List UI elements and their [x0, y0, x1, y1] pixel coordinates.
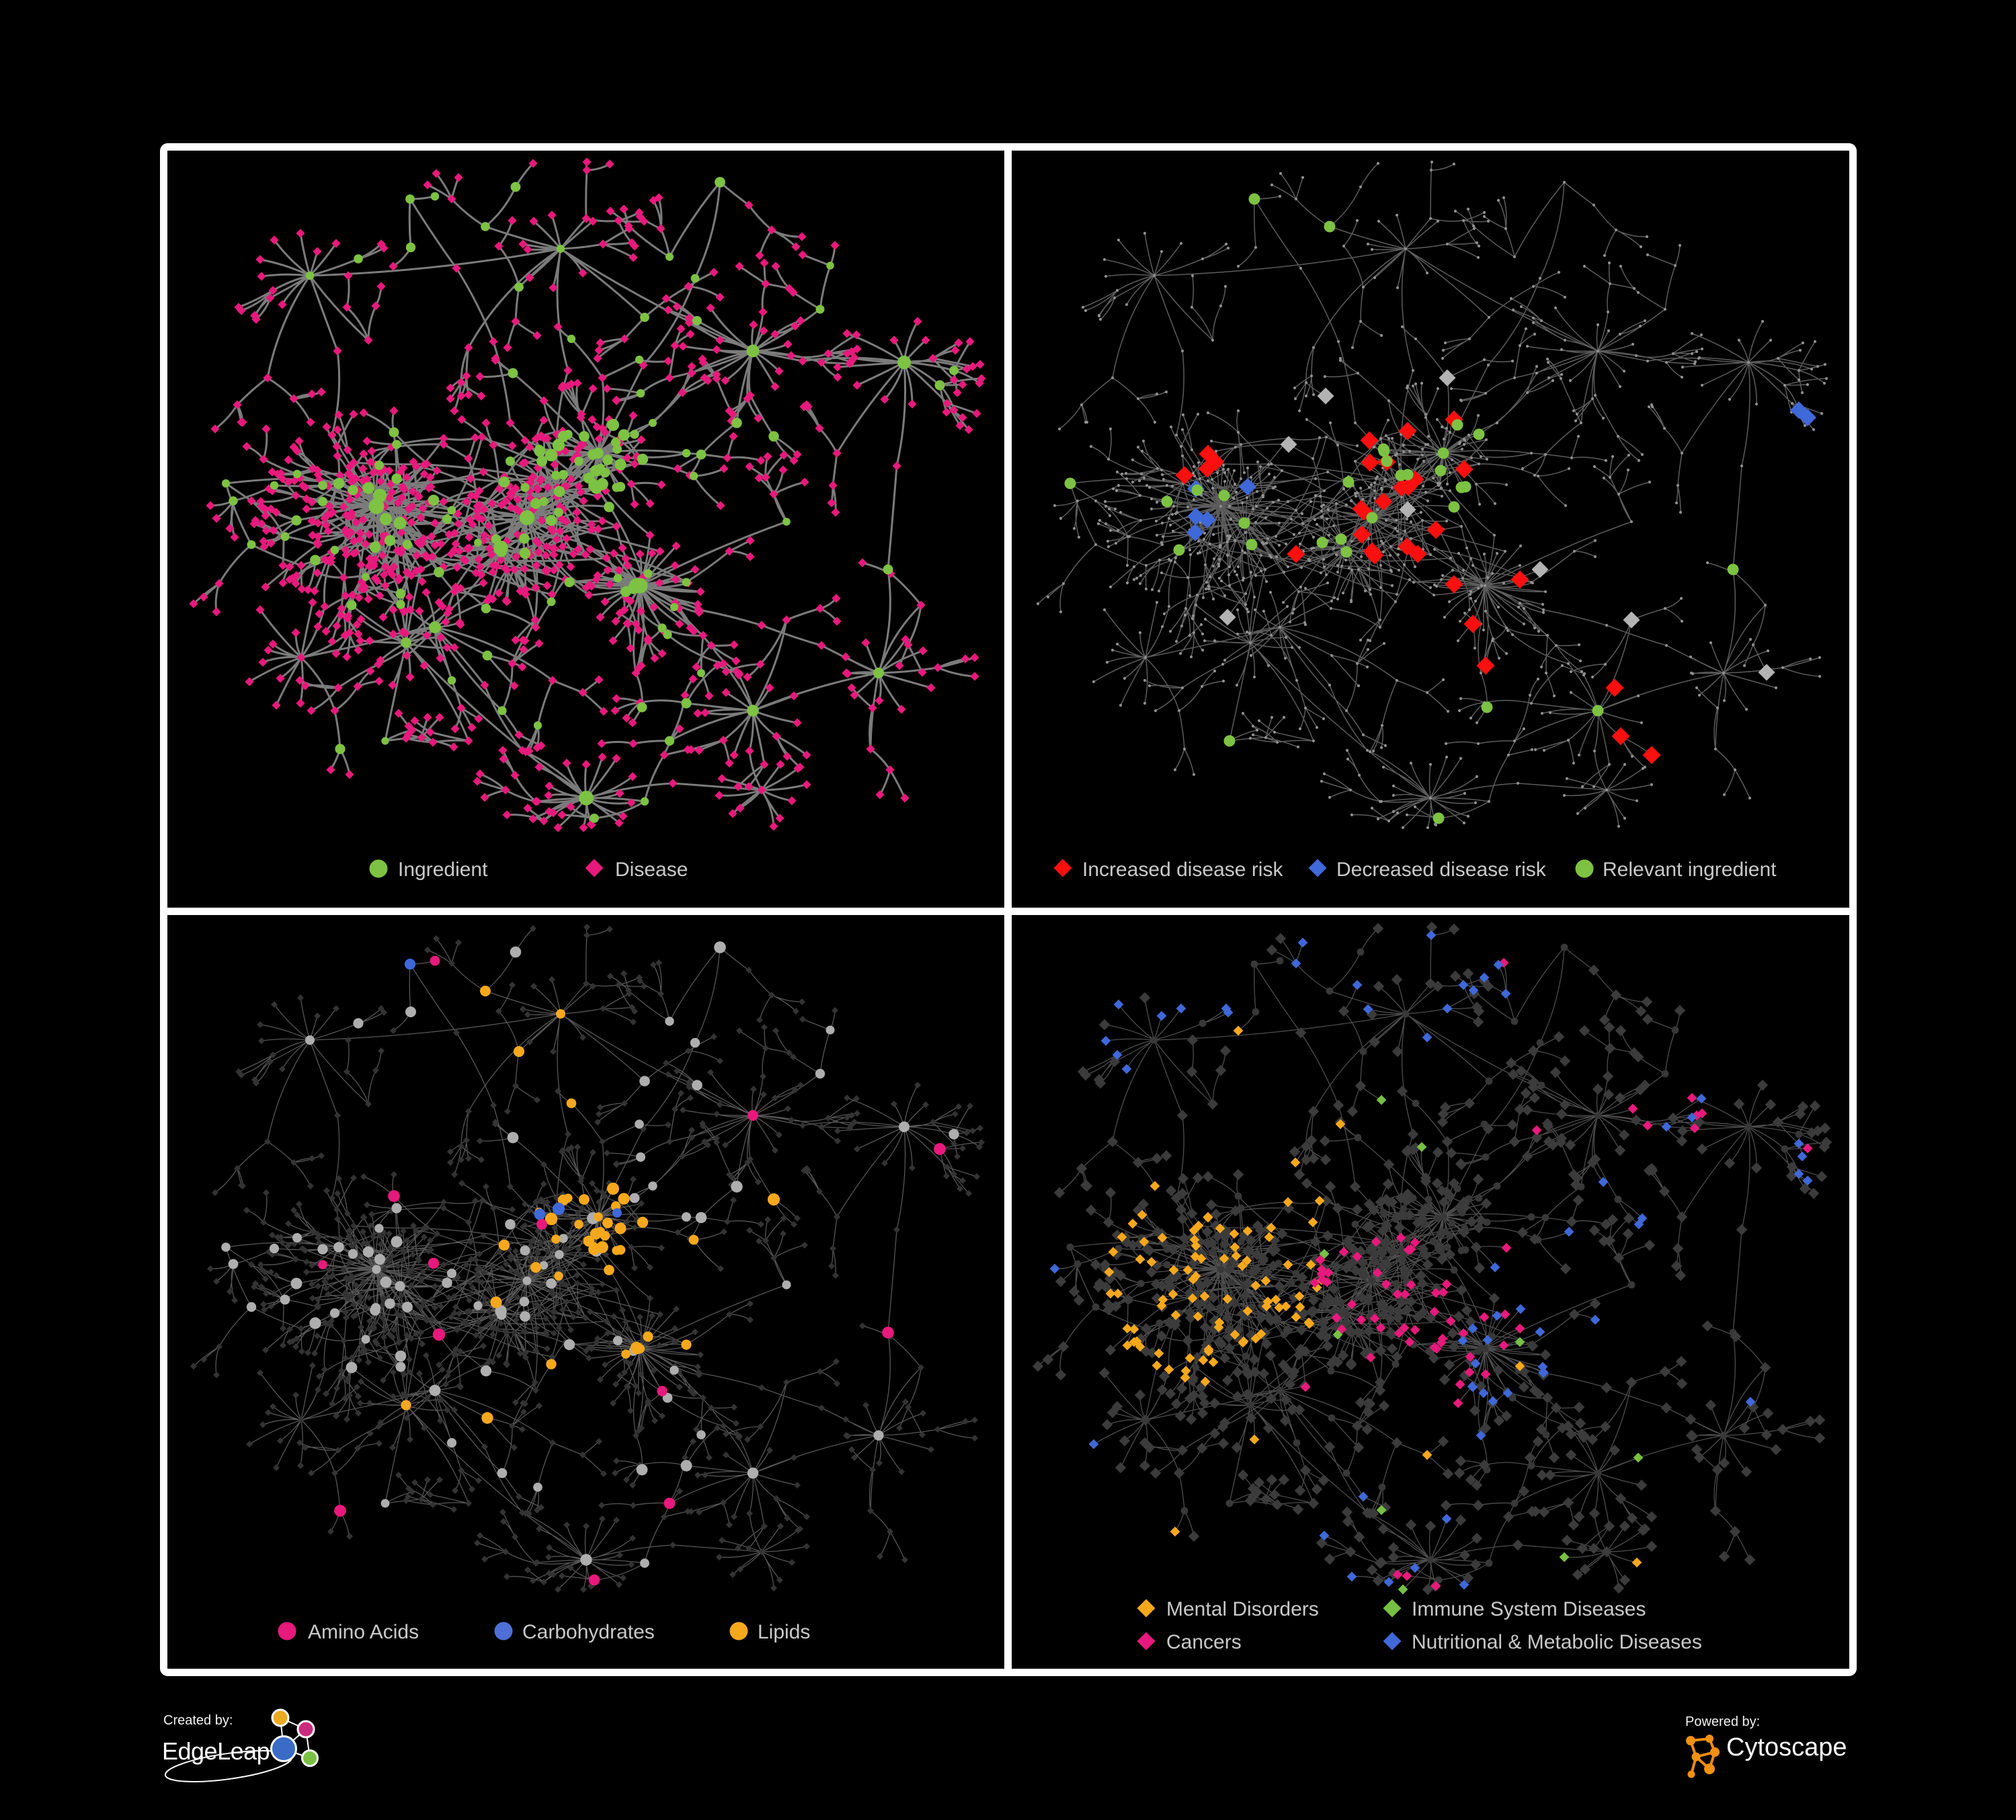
svg-text:Lipids: Lipids: [758, 1621, 810, 1643]
svg-text:Cancers: Cancers: [1166, 1631, 1242, 1653]
svg-text:Created by:: Created by:: [163, 1713, 233, 1728]
svg-text:Disease: Disease: [615, 859, 688, 881]
svg-text:Powered by:: Powered by:: [1685, 1714, 1760, 1729]
svg-text:Mental Disorders: Mental Disorders: [1166, 1598, 1319, 1620]
svg-text:Nutritional & Metabolic Diseas: Nutritional & Metabolic Diseases: [1412, 1631, 1702, 1653]
svg-text:Decreased disease risk: Decreased disease risk: [1336, 859, 1547, 881]
svg-text:Relevant ingredient: Relevant ingredient: [1603, 859, 1777, 881]
svg-text:Increased disease risk: Increased disease risk: [1082, 859, 1283, 881]
svg-text:Amino Acids: Amino Acids: [308, 1621, 419, 1643]
svg-text:Cytoscape: Cytoscape: [1726, 1733, 1847, 1762]
svg-text:Carbohydrates: Carbohydrates: [522, 1621, 655, 1643]
svg-text:Immune System Diseases: Immune System Diseases: [1412, 1598, 1646, 1620]
svg-text:Ingredient: Ingredient: [398, 859, 488, 881]
